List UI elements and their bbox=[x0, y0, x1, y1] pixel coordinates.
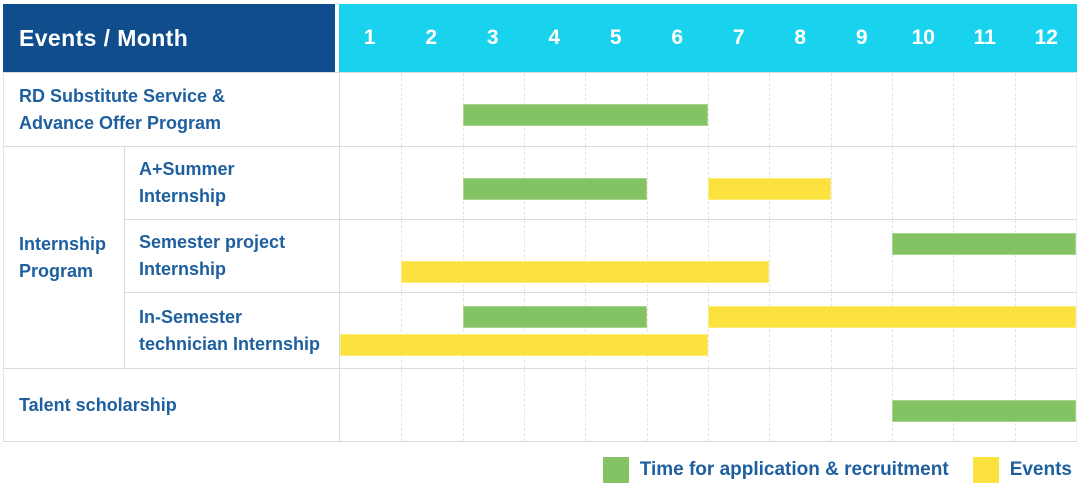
month-gridline bbox=[892, 73, 893, 146]
application-recruitment-bar bbox=[462, 306, 647, 328]
timeline-row bbox=[339, 219, 1077, 292]
month-gridline bbox=[769, 73, 771, 146]
month-gridline bbox=[401, 147, 403, 219]
row-label-text: A+Summer Internship bbox=[139, 159, 235, 206]
month-gridline bbox=[892, 293, 893, 368]
month-gridline bbox=[830, 73, 832, 146]
events-bar bbox=[401, 261, 770, 283]
month-gridline bbox=[646, 147, 648, 219]
month-gridline bbox=[769, 220, 771, 292]
month-gridline bbox=[892, 147, 893, 219]
month-gridline bbox=[1014, 147, 1016, 219]
month-gridline bbox=[646, 369, 648, 441]
month-gridline bbox=[708, 369, 709, 441]
month-gridline bbox=[524, 220, 525, 292]
month-gridline bbox=[524, 369, 525, 441]
month-label-9: 9 bbox=[855, 26, 868, 49]
row-label: In-Semester technician Internship bbox=[124, 292, 339, 368]
month-gridline bbox=[401, 369, 403, 441]
month-label-2: 2 bbox=[425, 26, 438, 49]
table-title-cell: Events / Month bbox=[3, 4, 335, 72]
month-label-3: 3 bbox=[486, 26, 499, 49]
timeline-row bbox=[339, 72, 1077, 146]
month-label-1: 1 bbox=[363, 26, 376, 49]
month-gridline bbox=[830, 220, 832, 292]
month-header-band: 1 2 3 4 5 6 7 8 9 10 11 12 bbox=[339, 4, 1077, 72]
month-label-12: 12 bbox=[1034, 26, 1058, 49]
month-gridline bbox=[830, 147, 832, 219]
month-gridline bbox=[830, 369, 832, 441]
month-gridline bbox=[708, 73, 709, 146]
row-label: Semester project Internship bbox=[124, 219, 339, 292]
month-gridline bbox=[1014, 73, 1016, 146]
month-gridline bbox=[585, 293, 587, 368]
month-label-6: 6 bbox=[671, 26, 684, 49]
legend-item-application: Time for application & recruitment bbox=[602, 457, 949, 483]
month-gridline bbox=[401, 73, 403, 146]
application-recruitment-bar bbox=[462, 104, 708, 126]
table-title: Events / Month bbox=[19, 24, 189, 51]
event-color-swatch bbox=[972, 457, 999, 483]
row-label-text: Semester project Internship bbox=[139, 232, 286, 279]
month-gridline bbox=[1014, 293, 1016, 368]
month-gridline bbox=[769, 369, 771, 441]
month-gridline bbox=[953, 293, 955, 368]
row-label-text: RD Substitute Service & Advance Offer Pr… bbox=[19, 85, 226, 133]
month-gridline bbox=[953, 147, 955, 219]
month-gridline bbox=[830, 293, 832, 368]
timeline-row bbox=[339, 368, 1077, 441]
application-recruitment-bar bbox=[462, 178, 647, 200]
month-gridline bbox=[462, 220, 464, 292]
application-recruitment-bar bbox=[892, 233, 1076, 255]
legend-label-application: Time for application & recruitment bbox=[639, 459, 949, 480]
row-label: Talent scholarship bbox=[3, 368, 339, 441]
timeline-row bbox=[339, 292, 1077, 368]
month-gridline bbox=[585, 369, 587, 441]
month-gridline bbox=[708, 220, 709, 292]
month-gridline bbox=[646, 220, 648, 292]
month-gridline bbox=[585, 220, 587, 292]
events-bar bbox=[708, 178, 831, 200]
month-gridline bbox=[769, 293, 771, 368]
month-gridline bbox=[462, 293, 464, 368]
row-label-text: In-Semester technician Internship bbox=[139, 306, 321, 354]
events-month-table: Events / Month 1 2 3 4 5 6 7 8 9 10 11 12 RD Substi… bbox=[3, 4, 1077, 442]
month-label-5: 5 bbox=[609, 26, 622, 49]
month-label-8: 8 bbox=[794, 26, 807, 49]
row-group-label: Internship Program bbox=[3, 146, 124, 368]
month-gridline bbox=[401, 293, 403, 368]
row-label: A+Summer Internship bbox=[124, 146, 339, 219]
legend-item-event: Events bbox=[972, 457, 1072, 483]
month-gridline bbox=[1014, 220, 1016, 292]
timeline-row bbox=[339, 146, 1077, 219]
row-label-text: Talent scholarship bbox=[19, 394, 177, 415]
events-bar bbox=[340, 334, 708, 356]
month-label-4: 4 bbox=[548, 26, 561, 49]
month-gridline bbox=[892, 220, 893, 292]
month-gridline bbox=[524, 293, 525, 368]
group-label-text: Internship Program bbox=[19, 233, 107, 281]
legend-label-event: Events bbox=[1009, 459, 1072, 480]
month-gridline bbox=[462, 369, 464, 441]
legend: Time for application & recruitment Event… bbox=[602, 457, 1072, 483]
month-gridline bbox=[646, 293, 648, 368]
month-label-10: 10 bbox=[911, 26, 935, 49]
month-label-11: 11 bbox=[973, 26, 996, 49]
month-gridline bbox=[953, 73, 955, 146]
month-label-7: 7 bbox=[732, 26, 745, 49]
events-bar bbox=[708, 306, 1076, 328]
month-gridline bbox=[953, 220, 955, 292]
application-recruitment-bar bbox=[892, 400, 1076, 422]
month-gridline bbox=[708, 293, 709, 368]
month-gridline bbox=[401, 220, 403, 292]
row-label: RD Substitute Service & Advance Offer Pr… bbox=[3, 72, 339, 146]
application-color-swatch bbox=[602, 457, 629, 483]
